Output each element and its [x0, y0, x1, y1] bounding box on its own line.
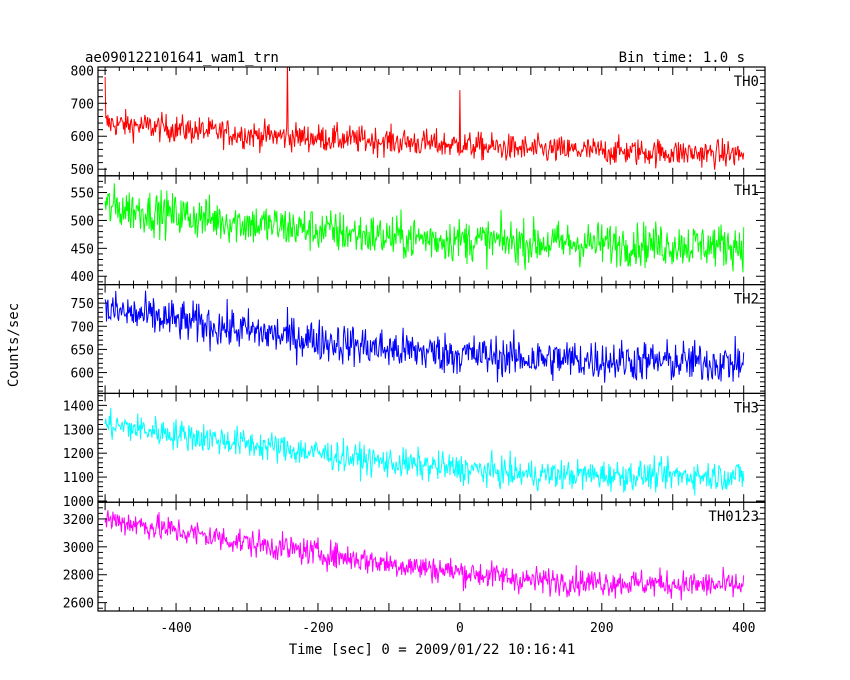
panel-frame-th3 [97, 392, 766, 503]
y-tick-label: 500 [71, 214, 94, 229]
y-tick-label: 450 [71, 242, 94, 257]
y-tick-label: 750 [71, 297, 94, 312]
y-tick-label: 1000 [63, 495, 94, 510]
series-line-th2 [104, 290, 745, 383]
y-axis-label: Counts/sec [6, 303, 22, 387]
y-tick-label: 550 [71, 187, 94, 202]
panels-group: TH0 500 600 700 800 TH1 400 450 500 550 TH2 600 650 7… [63, 64, 766, 636]
panel-label-th0: TH0 [734, 74, 759, 90]
y-tick-label: 1100 [63, 471, 94, 486]
y-tick-label: 600 [71, 367, 94, 382]
x-tick-label: 400 [732, 621, 755, 636]
series-line-th3 [104, 407, 745, 496]
y-tick-label: 800 [71, 64, 94, 79]
y-tick-label: 600 [71, 130, 94, 145]
y-tick-label: 650 [71, 343, 94, 358]
panel-label-th2: TH2 [734, 292, 759, 308]
y-tick-label: 1400 [63, 399, 94, 414]
x-axis-label: Time [sec] 0 = 2009/01/22 10:16:41 [289, 642, 576, 658]
y-tick-label: 400 [71, 270, 94, 285]
panel-label-th1: TH1 [734, 183, 759, 199]
y-tick-label: 1200 [63, 447, 94, 462]
series-line-th0123 [104, 510, 745, 601]
panel-label-th0123: TH0123 [708, 509, 759, 525]
y-tick-label: 2600 [63, 597, 94, 612]
panel-frame-th0123 [97, 501, 766, 612]
y-tick-label: 3000 [63, 541, 94, 556]
y-tick-label: 500 [71, 163, 94, 178]
x-tick-label: 0 [456, 621, 464, 636]
y-tick-label: 2800 [63, 569, 94, 584]
x-tick-label: -400 [160, 621, 191, 636]
chart-subtitle: Bin time: 1.0 s [619, 50, 745, 66]
y-tick-label: 700 [71, 97, 94, 112]
series-line-th0 [104, 67, 745, 170]
x-tick-label: -200 [302, 621, 333, 636]
chart-title: ae090122101641_wam1_trn [85, 50, 279, 66]
y-tick-label: 1300 [63, 423, 94, 438]
panel-frame-th2 [97, 284, 766, 395]
x-tick-label: 200 [590, 621, 613, 636]
y-tick-label: 3200 [63, 513, 94, 528]
y-tick-label: 700 [71, 320, 94, 335]
panel-label-th3: TH3 [734, 400, 759, 416]
series-line-th1 [104, 183, 745, 273]
